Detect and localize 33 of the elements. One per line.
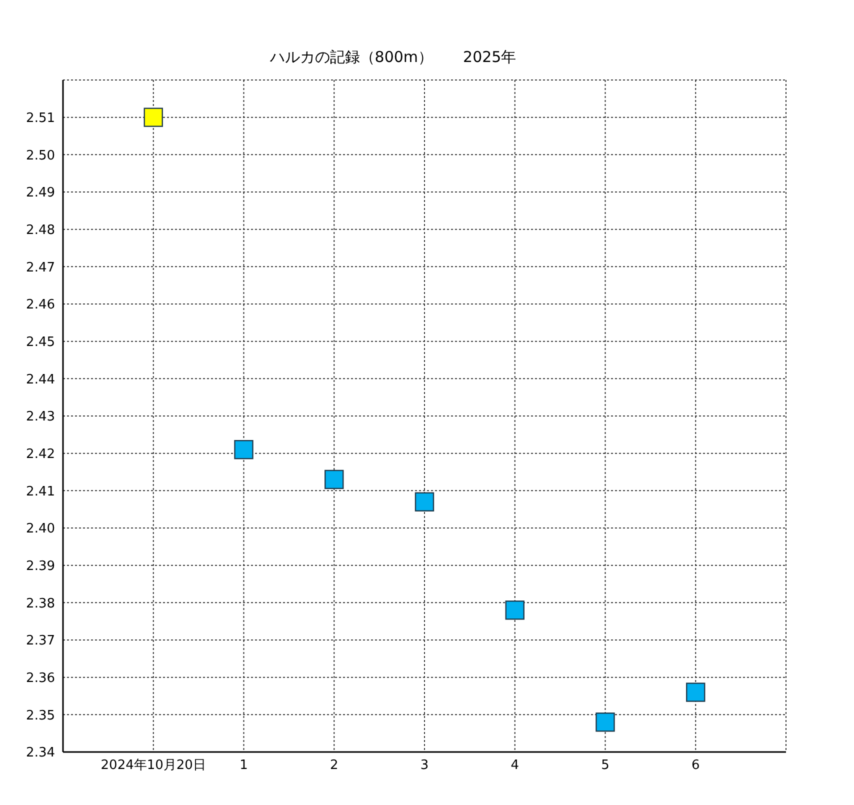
point (414, 492, 434, 512)
y-tick-label: 2.44 (26, 372, 55, 388)
y-tick-label: 2.42 (26, 446, 55, 462)
y-tick-label: 2.49 (26, 186, 55, 201)
y-tick-label: 2.45 (26, 334, 55, 350)
x-tick-label: 4 (510, 758, 520, 774)
y-tick-label: 2.36 (26, 670, 55, 686)
y-tick-label: 2.40 (26, 522, 55, 537)
y-tick-label: 2.51 (26, 110, 55, 126)
y-tick-label: 2.38 (26, 596, 55, 612)
x-tick-label: 1 (240, 758, 248, 774)
point (505, 600, 524, 620)
chart-title: ハルカの記録（800m） 2025年 (268, 48, 518, 67)
y-tick-label: 2.37 (26, 634, 55, 649)
point (324, 470, 344, 490)
y-tick-label: 2.34 (26, 746, 55, 761)
y-tick-label: 2.50 (26, 148, 55, 164)
y-tick-label: 2.48 (26, 222, 55, 238)
y-tick-label: 2.46 (26, 298, 55, 313)
y-tick-label: 2.43 (26, 410, 55, 425)
x-tick-label: 5 (601, 758, 610, 774)
y-tick-label: 2.47 (26, 260, 55, 276)
y-tick-label: 2.41 (26, 484, 55, 500)
point (234, 440, 254, 460)
x-tick-label: 3 (420, 758, 429, 774)
y-tick-label: 2.39 (26, 558, 55, 574)
point (144, 108, 163, 127)
x-tick-label: 2 (330, 758, 338, 774)
y-tick-label: 2.35 (26, 708, 55, 724)
x-tick-label: 6 (691, 758, 700, 774)
point (686, 682, 706, 702)
point (596, 712, 615, 732)
x-tick-label: 2024年10月20日 (100, 758, 206, 774)
